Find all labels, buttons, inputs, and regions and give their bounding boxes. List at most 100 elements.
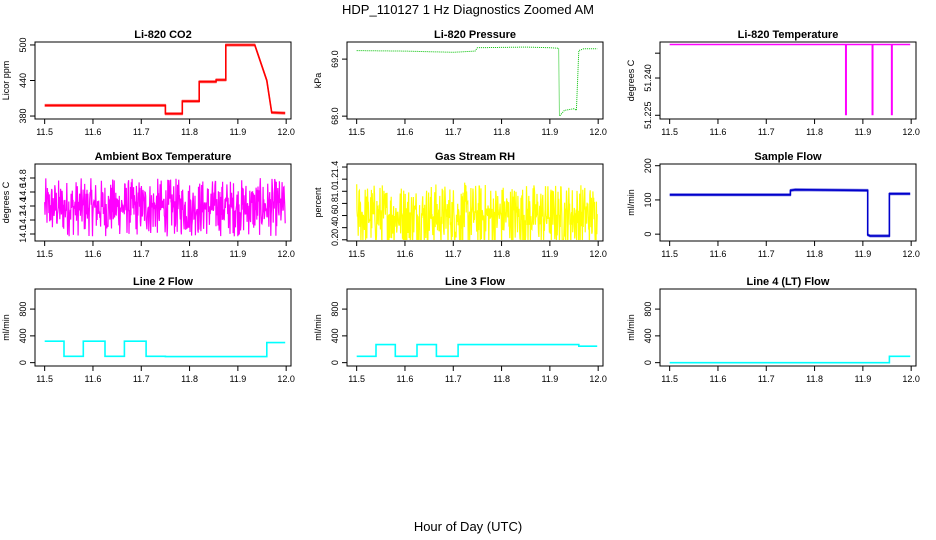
x-tick-label: 11.7 [445,374,462,384]
series-2 [356,46,598,118]
x-tick-label: 11.8 [806,249,823,259]
x-tick-label: 11.9 [854,249,871,259]
plot-frame [346,41,604,120]
x-tick-label: 11.5 [36,127,53,137]
plot-frame [34,163,292,242]
y-tick-label: 0 [643,232,653,237]
panel-title: Ambient Box Temperature [95,151,232,163]
series-line [669,355,911,364]
x-tick-label: 11.8 [493,127,510,137]
x-tick-label: 11.5 [661,127,678,137]
x-tick-label: 12.0 [902,249,920,259]
y-axis-label: degrees C [1,181,11,223]
x-tick-label: 11.9 [854,127,871,137]
x-tick-label: 11.6 [710,249,727,259]
figure-title: HDP_110127 1 Hz Diagnostics Zoomed AM [342,2,594,17]
x-tick-label: 11.6 [397,127,414,137]
y-tick-label: 51.225 [643,102,653,130]
panel-title: Line 2 Flow [133,276,193,288]
y-axis-label: degrees C [626,59,636,101]
series-4 [44,178,286,237]
y-tick-label: 500 [18,37,28,52]
series-3 [669,43,911,116]
x-tick-label: 11.7 [133,127,150,137]
y-axis-label: ml/min [1,314,11,341]
x-tick-label: 11.5 [348,374,365,384]
y-tick-label: 51.240 [643,64,653,92]
y-tick-label: 200 [643,158,653,173]
panel-title: Li-820 CO2 [134,29,191,41]
x-tick-label: 11.7 [445,249,462,259]
series-9 [669,355,911,364]
x-tick-label: 11.6 [85,127,102,137]
y-tick-label: 800 [330,302,340,317]
x-tick-label: 11.9 [229,127,246,137]
x-tick-label: 11.7 [133,374,150,384]
x-tick-label: 11.5 [36,249,53,259]
x-tick-label: 11.5 [348,249,365,259]
panel-7: Line 2 Flow ml/min 11.5 11.6 11.7 11.8 11.9 12.… [1,276,295,384]
y-tick-label: 0.2 [330,234,340,247]
x-tick-label: 11.7 [445,127,462,137]
panel-title: Line 3 Flow [445,276,505,288]
plot-frame [34,41,292,120]
y-tick-label: 400 [330,328,340,343]
panel-6: Sample Flow ml/min 11.5 11.6 11.7 11.8 11.9 12.… [626,151,920,259]
y-tick-label: 100 [643,192,653,207]
y-tick-label: 1.4 [330,161,340,174]
series-line [44,44,286,115]
x-tick-label: 11.5 [661,249,678,259]
y-tick-label: 14.4 [18,197,28,215]
x-tick-label: 11.8 [806,127,823,137]
y-tick-label: 68.0 [330,107,340,125]
y-tick-label: 14.2 [18,211,28,229]
plot-frame [659,163,917,242]
series-line [44,178,286,237]
series-8 [356,343,598,358]
y-axis-label: Licor ppm [1,61,11,101]
y-axis-label: ml/min [626,189,636,216]
x-tick-label: 11.7 [758,374,775,384]
x-tick-label: 11.7 [758,127,775,137]
x-tick-label: 11.9 [541,249,558,259]
x-tick-label: 11.8 [493,249,510,259]
series-6 [669,188,911,238]
x-tick-label: 11.6 [85,249,102,259]
y-tick-label: 0.8 [330,197,340,210]
x-tick-label: 11.9 [854,374,871,384]
figure-xlabel: Hour of Day (UTC) [414,519,522,534]
y-tick-label: 0 [643,360,653,365]
y-tick-label: 800 [643,302,653,317]
panel-2: Li-820 Pressure kPa 11.5 11.6 11.7 11.8 11.9 12… [313,29,607,137]
x-tick-label: 11.6 [85,374,102,384]
panel-8: Line 3 Flow ml/min 11.5 11.6 11.7 11.8 11.9 12.… [313,276,607,384]
series-noise [669,190,911,238]
y-axis-label: kPa [313,73,323,89]
panel-title: Sample Flow [754,151,822,163]
y-tick-label: 14.0 [18,225,28,243]
panel-5: Gas Stream RH percent 11.5 11.6 11.7 11.8 11.9… [313,151,607,259]
panels-container: Li-820 CO2 Licor ppm 11.5 11.6 11.7 11.8 11.9 1… [1,29,920,384]
x-tick-label: 12.0 [277,127,295,137]
y-tick-label: 0.6 [330,209,340,222]
x-tick-label: 11.6 [710,127,727,137]
x-tick-label: 11.5 [348,127,365,137]
x-tick-label: 11.9 [541,374,558,384]
plot-frame [659,41,917,120]
x-tick-label: 12.0 [589,374,607,384]
panel-4: Ambient Box Temperature degrees C 11.5 11.6… [1,151,295,259]
y-axis-label: ml/min [313,314,323,341]
y-tick-label: 0 [18,360,28,365]
x-tick-label: 12.0 [589,127,607,137]
panel-title: Line 4 (LT) Flow [747,276,830,288]
y-tick-label: 69.0 [330,50,340,68]
y-tick-label: 14.8 [18,169,28,187]
series-noise [44,43,286,114]
x-tick-label: 11.9 [541,127,558,137]
x-tick-label: 11.9 [229,249,246,259]
panel-3: Li-820 Temperature degrees C 11.5 11.6 11.7 1… [626,29,920,137]
y-tick-label: 400 [18,328,28,343]
x-tick-label: 11.8 [493,374,510,384]
panel-title: Gas Stream RH [435,151,515,163]
